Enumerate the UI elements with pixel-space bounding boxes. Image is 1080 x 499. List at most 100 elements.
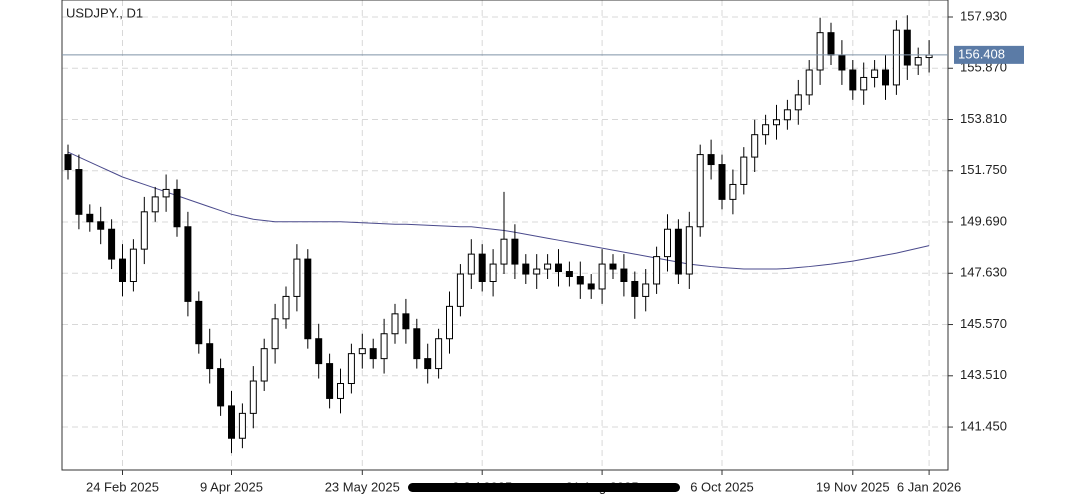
- candle-body: [358, 348, 366, 355]
- current-price-label: 156.408: [958, 46, 1005, 61]
- candle-body: [522, 263, 530, 275]
- candle-body: [315, 338, 323, 365]
- candle-body: [478, 253, 486, 282]
- candle-body: [391, 313, 399, 335]
- candle-body: [925, 54, 933, 59]
- candle-body: [140, 211, 148, 250]
- candle-body: [456, 273, 464, 307]
- candle-body: [642, 283, 650, 297]
- y-tick-label: 151.750: [960, 162, 1007, 177]
- candle-body: [217, 368, 225, 407]
- candle-body: [347, 353, 355, 385]
- candle-body: [260, 348, 268, 382]
- candle-body: [97, 221, 105, 230]
- candle-body: [467, 253, 475, 275]
- candle-body: [762, 124, 770, 136]
- candle-body: [151, 196, 159, 213]
- candle-body: [435, 338, 443, 370]
- candle-body: [555, 263, 562, 273]
- candle-body: [108, 228, 116, 260]
- candle-body: [860, 76, 868, 91]
- candle-body: [369, 348, 377, 360]
- candle-body: [696, 154, 704, 228]
- x-tick-label: 24 Feb 2025: [86, 479, 159, 494]
- candle-body: [565, 271, 573, 278]
- candle-body: [587, 283, 595, 290]
- candle-body: [75, 169, 83, 215]
- candle-body: [620, 268, 628, 282]
- candle-body: [653, 256, 661, 285]
- candle-body: [740, 156, 748, 185]
- current-price-box: [954, 45, 1024, 64]
- candle-body: [184, 226, 192, 302]
- candle-body: [598, 263, 606, 290]
- candle-body: [64, 154, 72, 171]
- candle-body: [827, 32, 835, 56]
- candle-body: [914, 57, 922, 66]
- candle-body: [794, 94, 802, 111]
- candle-body: [576, 276, 584, 285]
- x-tick-label: 19 Nov 2025: [816, 479, 890, 494]
- x-tick-label: 23 May 2025: [325, 479, 400, 494]
- y-tick-label: 153.810: [960, 111, 1007, 126]
- candle-body: [707, 154, 715, 166]
- candle-body: [783, 109, 791, 121]
- candle-body: [544, 263, 552, 270]
- candle-body: [871, 69, 879, 78]
- candle-body: [228, 405, 235, 439]
- y-tick-label: 149.690: [960, 213, 1007, 228]
- candle-body: [631, 280, 639, 297]
- x-tick-label: 6 Jan 2026: [897, 479, 961, 494]
- candle-body: [849, 69, 857, 91]
- candle-body: [206, 343, 214, 370]
- candle-body: [446, 305, 453, 340]
- candle-body: [489, 263, 497, 282]
- candle-body: [816, 32, 824, 71]
- candle-body: [838, 54, 846, 71]
- candle-body: [380, 333, 388, 360]
- candle-body: [326, 363, 334, 399]
- candle-body: [685, 226, 693, 275]
- candle-body: [751, 134, 759, 158]
- candle-body: [903, 29, 911, 66]
- y-tick-label: 157.930: [960, 8, 1007, 23]
- candle-body: [249, 380, 257, 414]
- y-tick-label: 145.570: [960, 316, 1007, 331]
- candle-body: [533, 268, 541, 275]
- candle-body: [424, 358, 432, 370]
- candle-body: [892, 29, 900, 86]
- candle-body: [773, 119, 780, 126]
- x-tick-label: 6 Oct 2025: [690, 479, 754, 494]
- scroll-bar-overlay: [408, 483, 680, 492]
- chart-title: USDJPY., D1: [66, 5, 143, 20]
- candle-body: [119, 258, 126, 282]
- candle-body: [609, 263, 617, 270]
- candle-body: [805, 69, 813, 96]
- candle-body: [337, 383, 344, 399]
- candle-body: [402, 313, 410, 330]
- candle-body: [129, 248, 137, 282]
- candle-body: [282, 295, 290, 320]
- candle-body: [238, 412, 246, 439]
- moving-average-line: [67, 151, 930, 270]
- candle-body: [173, 188, 181, 228]
- candle-body: [500, 238, 508, 265]
- candle-body: [413, 328, 421, 360]
- y-tick-label: 141.450: [960, 418, 1007, 433]
- candle-body: [86, 213, 94, 223]
- candle-body: [729, 183, 737, 200]
- candle-body: [718, 164, 726, 200]
- y-tick-label: 143.510: [960, 367, 1007, 382]
- candle-body: [162, 188, 170, 198]
- y-tick-label: 147.630: [960, 265, 1007, 280]
- x-tick-label: 9 Apr 2025: [200, 479, 263, 494]
- candle-body: [674, 228, 682, 275]
- candle-body: [882, 69, 889, 86]
- candle-body: [293, 258, 301, 297]
- candle-body: [304, 258, 312, 340]
- plot-frame: [61, 0, 949, 471]
- candle-body: [271, 318, 279, 350]
- candle-body: [664, 228, 671, 258]
